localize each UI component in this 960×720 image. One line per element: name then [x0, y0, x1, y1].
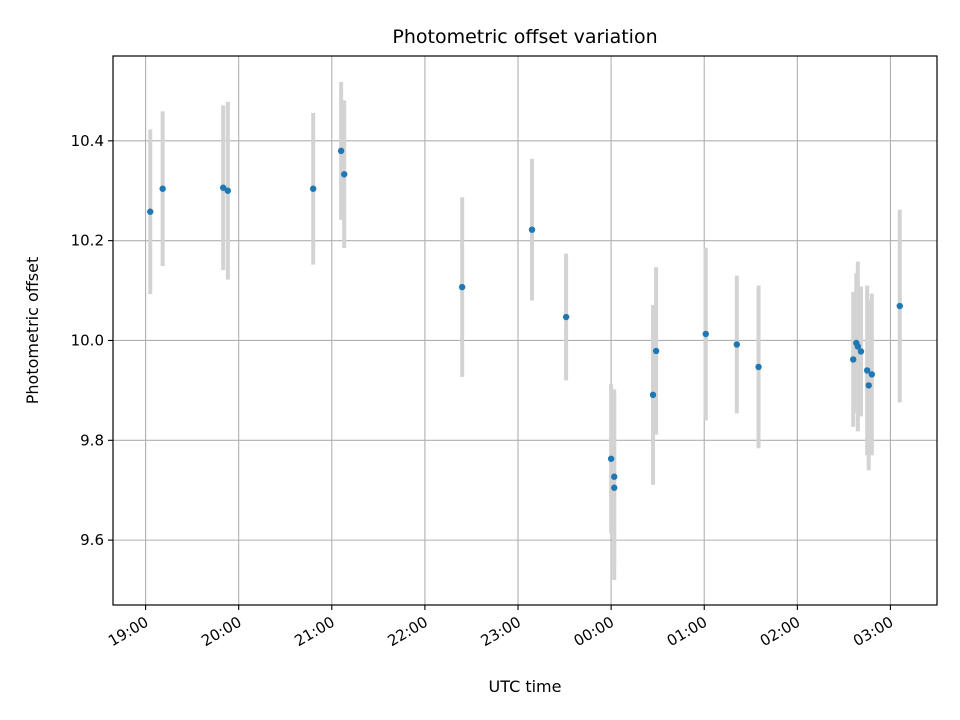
x-axis-ticks: 19:00 20:00 21:00 22:00 23:00 00:00 01:00 02:00… [105, 605, 896, 650]
data-point [868, 371, 876, 378]
data-point [562, 313, 570, 321]
y-axis-ticks: 9.6 9.8 10.0 10.2 10.4 [71, 132, 113, 549]
data-point [857, 348, 865, 355]
chart-title: Photometric offset variation [392, 26, 657, 48]
data-points [147, 147, 903, 491]
data-point [863, 367, 871, 374]
data-point [337, 147, 345, 155]
x-tick-label: 03:00 [850, 613, 896, 650]
data-point [611, 484, 618, 491]
plot-frame [112, 55, 938, 606]
grid [113, 56, 937, 605]
x-tick-label: 00:00 [571, 613, 617, 650]
x-tick-label: 01:00 [664, 613, 710, 650]
y-tick-label: 9.8 [80, 431, 104, 449]
y-tick-label: 9.6 [80, 531, 104, 549]
x-tick-label: 20:00 [198, 613, 244, 650]
data-point [147, 208, 154, 215]
y-tick-label: 10.4 [71, 132, 104, 150]
data-point [219, 184, 227, 191]
data-point [854, 343, 862, 350]
x-tick-label: 22:00 [384, 613, 430, 650]
data-point [224, 187, 232, 194]
y-tick-label: 10.2 [71, 232, 104, 250]
data-point [755, 363, 762, 371]
y-tick-label: 10.0 [71, 331, 104, 349]
data-point [652, 347, 660, 355]
data-point [865, 382, 872, 389]
x-tick-label: 23:00 [478, 613, 524, 650]
x-tick-label: 02:00 [757, 613, 803, 650]
data-point [341, 171, 348, 178]
data-point [896, 302, 903, 310]
data-point [649, 391, 657, 399]
y-axis-label: Photometric offset [23, 257, 42, 405]
data-point [611, 473, 618, 480]
data-point [528, 226, 536, 233]
x-tick-label: 19:00 [105, 613, 151, 650]
data-point [607, 455, 615, 462]
error-bars [148, 81, 902, 581]
data-point [159, 185, 166, 192]
data-point [702, 330, 709, 338]
data-point [733, 341, 741, 348]
x-tick-label: 21:00 [291, 613, 337, 650]
data-point [458, 283, 466, 291]
data-point [850, 356, 857, 363]
x-axis-label: UTC time [489, 677, 562, 696]
data-point [309, 185, 317, 192]
